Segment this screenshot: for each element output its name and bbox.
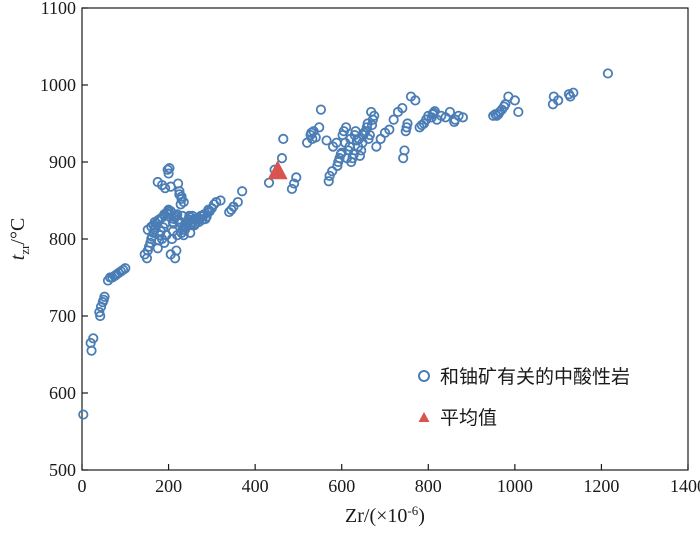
data-point	[278, 133, 289, 144]
x-tick-label: 400	[242, 476, 269, 496]
x-tick-label: 600	[328, 476, 355, 496]
mean-point	[267, 160, 288, 180]
data-point	[288, 178, 300, 189]
y-tick-label: 600	[49, 383, 76, 403]
x-tick-label: 1400	[670, 476, 700, 496]
y-tick-label: 800	[49, 229, 76, 249]
data-point	[369, 110, 380, 121]
data-point	[321, 135, 332, 146]
x-axis-title: Zr/(×10-6)	[345, 503, 425, 527]
x-tick-label: 0	[78, 476, 87, 496]
x-tick-label: 1000	[497, 476, 533, 496]
data-point	[327, 166, 338, 177]
legend-marker-triangle	[418, 412, 430, 422]
data-point	[163, 168, 174, 179]
data-point	[160, 183, 171, 194]
data-point	[291, 172, 302, 183]
y-tick-label: 1000	[40, 75, 76, 95]
data-point	[388, 114, 399, 125]
data-point	[553, 95, 564, 106]
data-point	[366, 119, 378, 131]
y-axis: 500 600 700 800 900 1000 1100	[40, 0, 88, 480]
data-point	[172, 178, 184, 189]
data-point	[384, 124, 395, 135]
data-point	[397, 103, 408, 114]
data-point	[399, 145, 410, 156]
data-point	[457, 112, 469, 123]
data-point	[78, 409, 89, 420]
data-point	[276, 153, 288, 164]
data-point	[364, 129, 375, 141]
x-tick-label: 200	[155, 476, 182, 496]
y-axis-title: tzr/°C	[7, 218, 32, 261]
legend: 和铀矿有关的中酸性岩 平均值	[418, 366, 630, 429]
data-point	[163, 204, 174, 215]
data-point	[336, 147, 347, 158]
x-tick-label: 1200	[583, 476, 619, 496]
y-tick-label: 1100	[41, 0, 76, 18]
data-point	[215, 195, 226, 206]
y-tick-label: 500	[49, 460, 76, 480]
data-point	[185, 212, 196, 223]
data-point	[509, 95, 520, 106]
y-tick-label: 700	[49, 306, 76, 326]
data-point	[568, 87, 579, 98]
data-point	[340, 122, 352, 133]
data-point	[88, 333, 99, 344]
data-point	[351, 135, 362, 146]
data-point	[402, 118, 413, 129]
x-tick-label: 800	[415, 476, 442, 496]
data-point	[86, 345, 97, 356]
data-point	[171, 245, 182, 256]
data-point	[120, 263, 131, 274]
data-point	[237, 186, 248, 197]
data-point	[164, 163, 175, 174]
data-point	[310, 132, 321, 143]
data-point	[410, 95, 421, 106]
legend-marker-open-circle	[418, 370, 430, 382]
svg-text:tzr/°C: tzr/°C	[7, 218, 32, 261]
data-point	[602, 68, 614, 79]
x-axis: 0 200 400 600 800 1000 1200 1400	[78, 464, 700, 496]
data-point	[315, 104, 327, 115]
data-point	[513, 106, 524, 118]
data-point	[187, 210, 198, 221]
data-point	[371, 141, 382, 152]
data-point	[263, 177, 275, 188]
data-point	[201, 211, 212, 222]
data-point	[444, 106, 456, 118]
data-point	[314, 122, 325, 133]
data-point	[232, 196, 243, 208]
data-point	[286, 183, 298, 195]
series-mean	[267, 160, 288, 180]
plot-frame	[81, 7, 689, 471]
legend-label-rocks: 和铀矿有关的中酸性岩	[440, 366, 630, 388]
data-point	[323, 176, 334, 187]
data-point	[118, 264, 129, 275]
data-point	[354, 150, 365, 161]
data-point	[178, 196, 189, 208]
series-uranium-rocks	[78, 68, 614, 420]
y-tick-label: 900	[49, 152, 76, 172]
data-point	[95, 310, 106, 322]
legend-label-mean: 平均值	[440, 407, 497, 429]
data-point	[99, 291, 110, 302]
